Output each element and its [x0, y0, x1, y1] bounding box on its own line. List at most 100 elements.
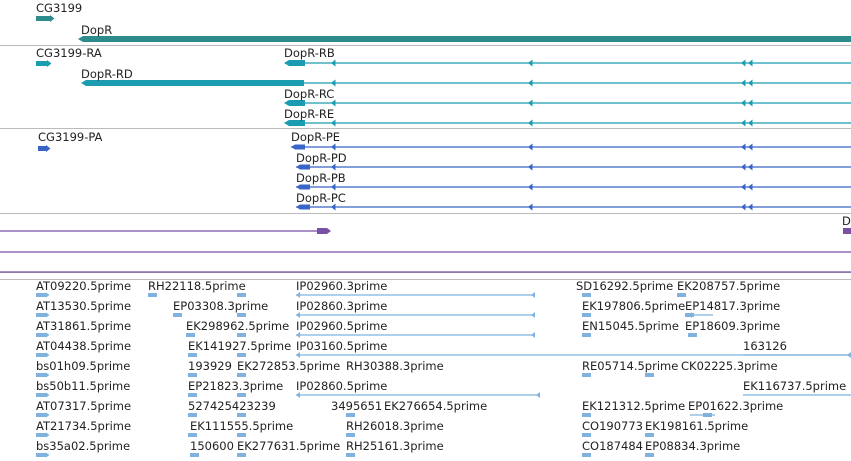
strand-arrow-right[interactable] — [46, 312, 50, 318]
exon-block[interactable] — [295, 144, 305, 150]
est-label[interactable]: RH22118.5prime — [148, 279, 246, 293]
strand-arrow-left[interactable] — [748, 183, 753, 191]
strand-arrow-left[interactable] — [331, 163, 336, 171]
exon-block[interactable] — [843, 228, 851, 234]
strand-arrow-right[interactable] — [46, 332, 50, 338]
est-label[interactable]: RH26018.3prime — [346, 419, 444, 433]
strand-arrow-left[interactable] — [741, 99, 746, 107]
protein-label[interactable]: CG3199-PA — [38, 130, 103, 144]
est-feature[interactable] — [36, 293, 46, 297]
est-label[interactable]: 150600 — [190, 439, 234, 453]
est-label[interactable]: RE05714.5prime — [582, 359, 679, 373]
strand-arrow-left[interactable] — [528, 143, 533, 151]
strand-arrow-left[interactable] — [528, 183, 533, 191]
exon-block[interactable] — [289, 100, 305, 106]
est-label[interactable]: EP08834.3prime — [645, 439, 741, 453]
strand-arrow-left[interactable] — [284, 100, 289, 106]
est-feature[interactable] — [190, 453, 199, 457]
strand-arrow-left[interactable] — [331, 99, 336, 107]
est-feature[interactable] — [677, 293, 686, 297]
strand-arrow-left[interactable] — [748, 79, 753, 87]
exon-block[interactable] — [36, 61, 47, 66]
strand-arrow-left[interactable] — [78, 36, 83, 42]
est-feature[interactable] — [237, 453, 246, 457]
strand-arrow-left[interactable] — [296, 292, 300, 298]
protein-label[interactable]: DopR-PB — [296, 171, 346, 185]
est-label[interactable]: EK111555.5prime — [190, 419, 294, 433]
exon-block[interactable] — [289, 60, 305, 66]
est-label[interactable]: EK141927.5prime — [188, 339, 292, 353]
protein-label[interactable]: DopR-PC — [296, 191, 346, 205]
est-label[interactable]: RH25161.3prime — [346, 439, 444, 453]
strand-arrow-left[interactable] — [296, 184, 300, 190]
strand-arrow-left[interactable] — [741, 183, 746, 191]
est-label[interactable]: EK197806.5prime — [582, 299, 686, 313]
exon-block[interactable] — [289, 120, 305, 126]
est-feature[interactable] — [237, 333, 246, 337]
strand-arrow-left[interactable] — [748, 143, 753, 151]
strand-arrow-left[interactable] — [741, 79, 746, 87]
exon-block[interactable] — [300, 184, 310, 190]
exon-block[interactable] — [38, 146, 46, 151]
strand-arrow-right[interactable] — [46, 145, 51, 152]
transcript-label[interactable]: DopR-RE — [284, 107, 335, 121]
est-label[interactable]: RH30388.3prime — [346, 359, 444, 373]
est-feature[interactable] — [173, 313, 182, 317]
est-label[interactable]: CO187484 — [582, 439, 643, 453]
est-label[interactable]: EP18609.3prime — [685, 319, 781, 333]
strand-arrow-left[interactable] — [536, 392, 540, 398]
est-feature[interactable] — [346, 433, 355, 437]
strand-arrow-left[interactable] — [531, 332, 535, 338]
strand-arrow-left[interactable] — [748, 59, 753, 67]
strand-arrow-left[interactable] — [331, 143, 336, 151]
est-feature[interactable] — [582, 433, 591, 437]
est-feature[interactable] — [36, 373, 46, 377]
est-label[interactable]: IP02960.5prime — [296, 319, 388, 333]
est-label[interactable]: EK276654.5prime — [384, 399, 488, 413]
est-feature[interactable] — [237, 393, 246, 397]
strand-arrow-right[interactable] — [327, 228, 331, 234]
est-label[interactable]: AT31861.5prime — [36, 319, 132, 333]
est-label[interactable]: IP03160.5prime — [296, 339, 388, 353]
est-label[interactable]: IP02960.3prime — [296, 279, 388, 293]
est-feature[interactable] — [688, 333, 697, 337]
strand-arrow-left[interactable] — [284, 120, 289, 126]
exon-block[interactable] — [300, 204, 310, 210]
strand-arrow-left[interactable] — [528, 79, 533, 87]
est-feature[interactable] — [36, 313, 46, 317]
strand-arrow-right[interactable] — [46, 352, 50, 358]
strand-arrow-left[interactable] — [296, 204, 300, 210]
gene-feature[interactable] — [36, 16, 50, 21]
est-label[interactable]: EK116737.5prime — [743, 379, 847, 393]
strand-arrow-right[interactable] — [47, 60, 52, 67]
gene-label[interactable]: CG3199 — [36, 1, 83, 15]
est-feature[interactable] — [188, 353, 197, 357]
est-label[interactable]: AT04438.5prime — [36, 339, 132, 353]
est-label[interactable]: bs01h09.5prime — [36, 359, 131, 373]
strand-arrow-right[interactable] — [46, 432, 50, 438]
est-label[interactable]: bs50b11.5prime — [36, 379, 131, 393]
est-feature[interactable] — [36, 353, 46, 357]
est-feature[interactable] — [645, 453, 654, 457]
est-feature[interactable] — [36, 453, 46, 457]
est-feature[interactable] — [237, 373, 246, 377]
est-feature[interactable] — [237, 413, 246, 417]
est-label[interactable]: AT21734.5prime — [36, 419, 132, 433]
est-label[interactable]: 527425423239 — [188, 399, 276, 413]
strand-arrow-left[interactable] — [331, 59, 336, 67]
est-feature[interactable] — [582, 413, 591, 417]
strand-arrow-right[interactable] — [50, 15, 55, 22]
strand-arrow-left[interactable] — [296, 332, 300, 338]
est-feature[interactable] — [188, 413, 197, 417]
strand-arrow-left[interactable] — [528, 119, 533, 127]
strand-arrow-left[interactable] — [741, 203, 746, 211]
est-label[interactable]: AT07317.5prime — [36, 399, 132, 413]
est-label[interactable]: EK198161.5prime — [645, 419, 749, 433]
gene-label[interactable]: DopR — [81, 23, 113, 37]
strand-arrow-left[interactable] — [284, 60, 289, 66]
est-feature[interactable] — [346, 413, 355, 417]
strand-arrow-right[interactable] — [46, 292, 50, 298]
strand-arrow-left[interactable] — [741, 143, 746, 151]
est-feature[interactable] — [36, 393, 46, 397]
transcript-label[interactable]: CG3199-RA — [36, 46, 102, 60]
